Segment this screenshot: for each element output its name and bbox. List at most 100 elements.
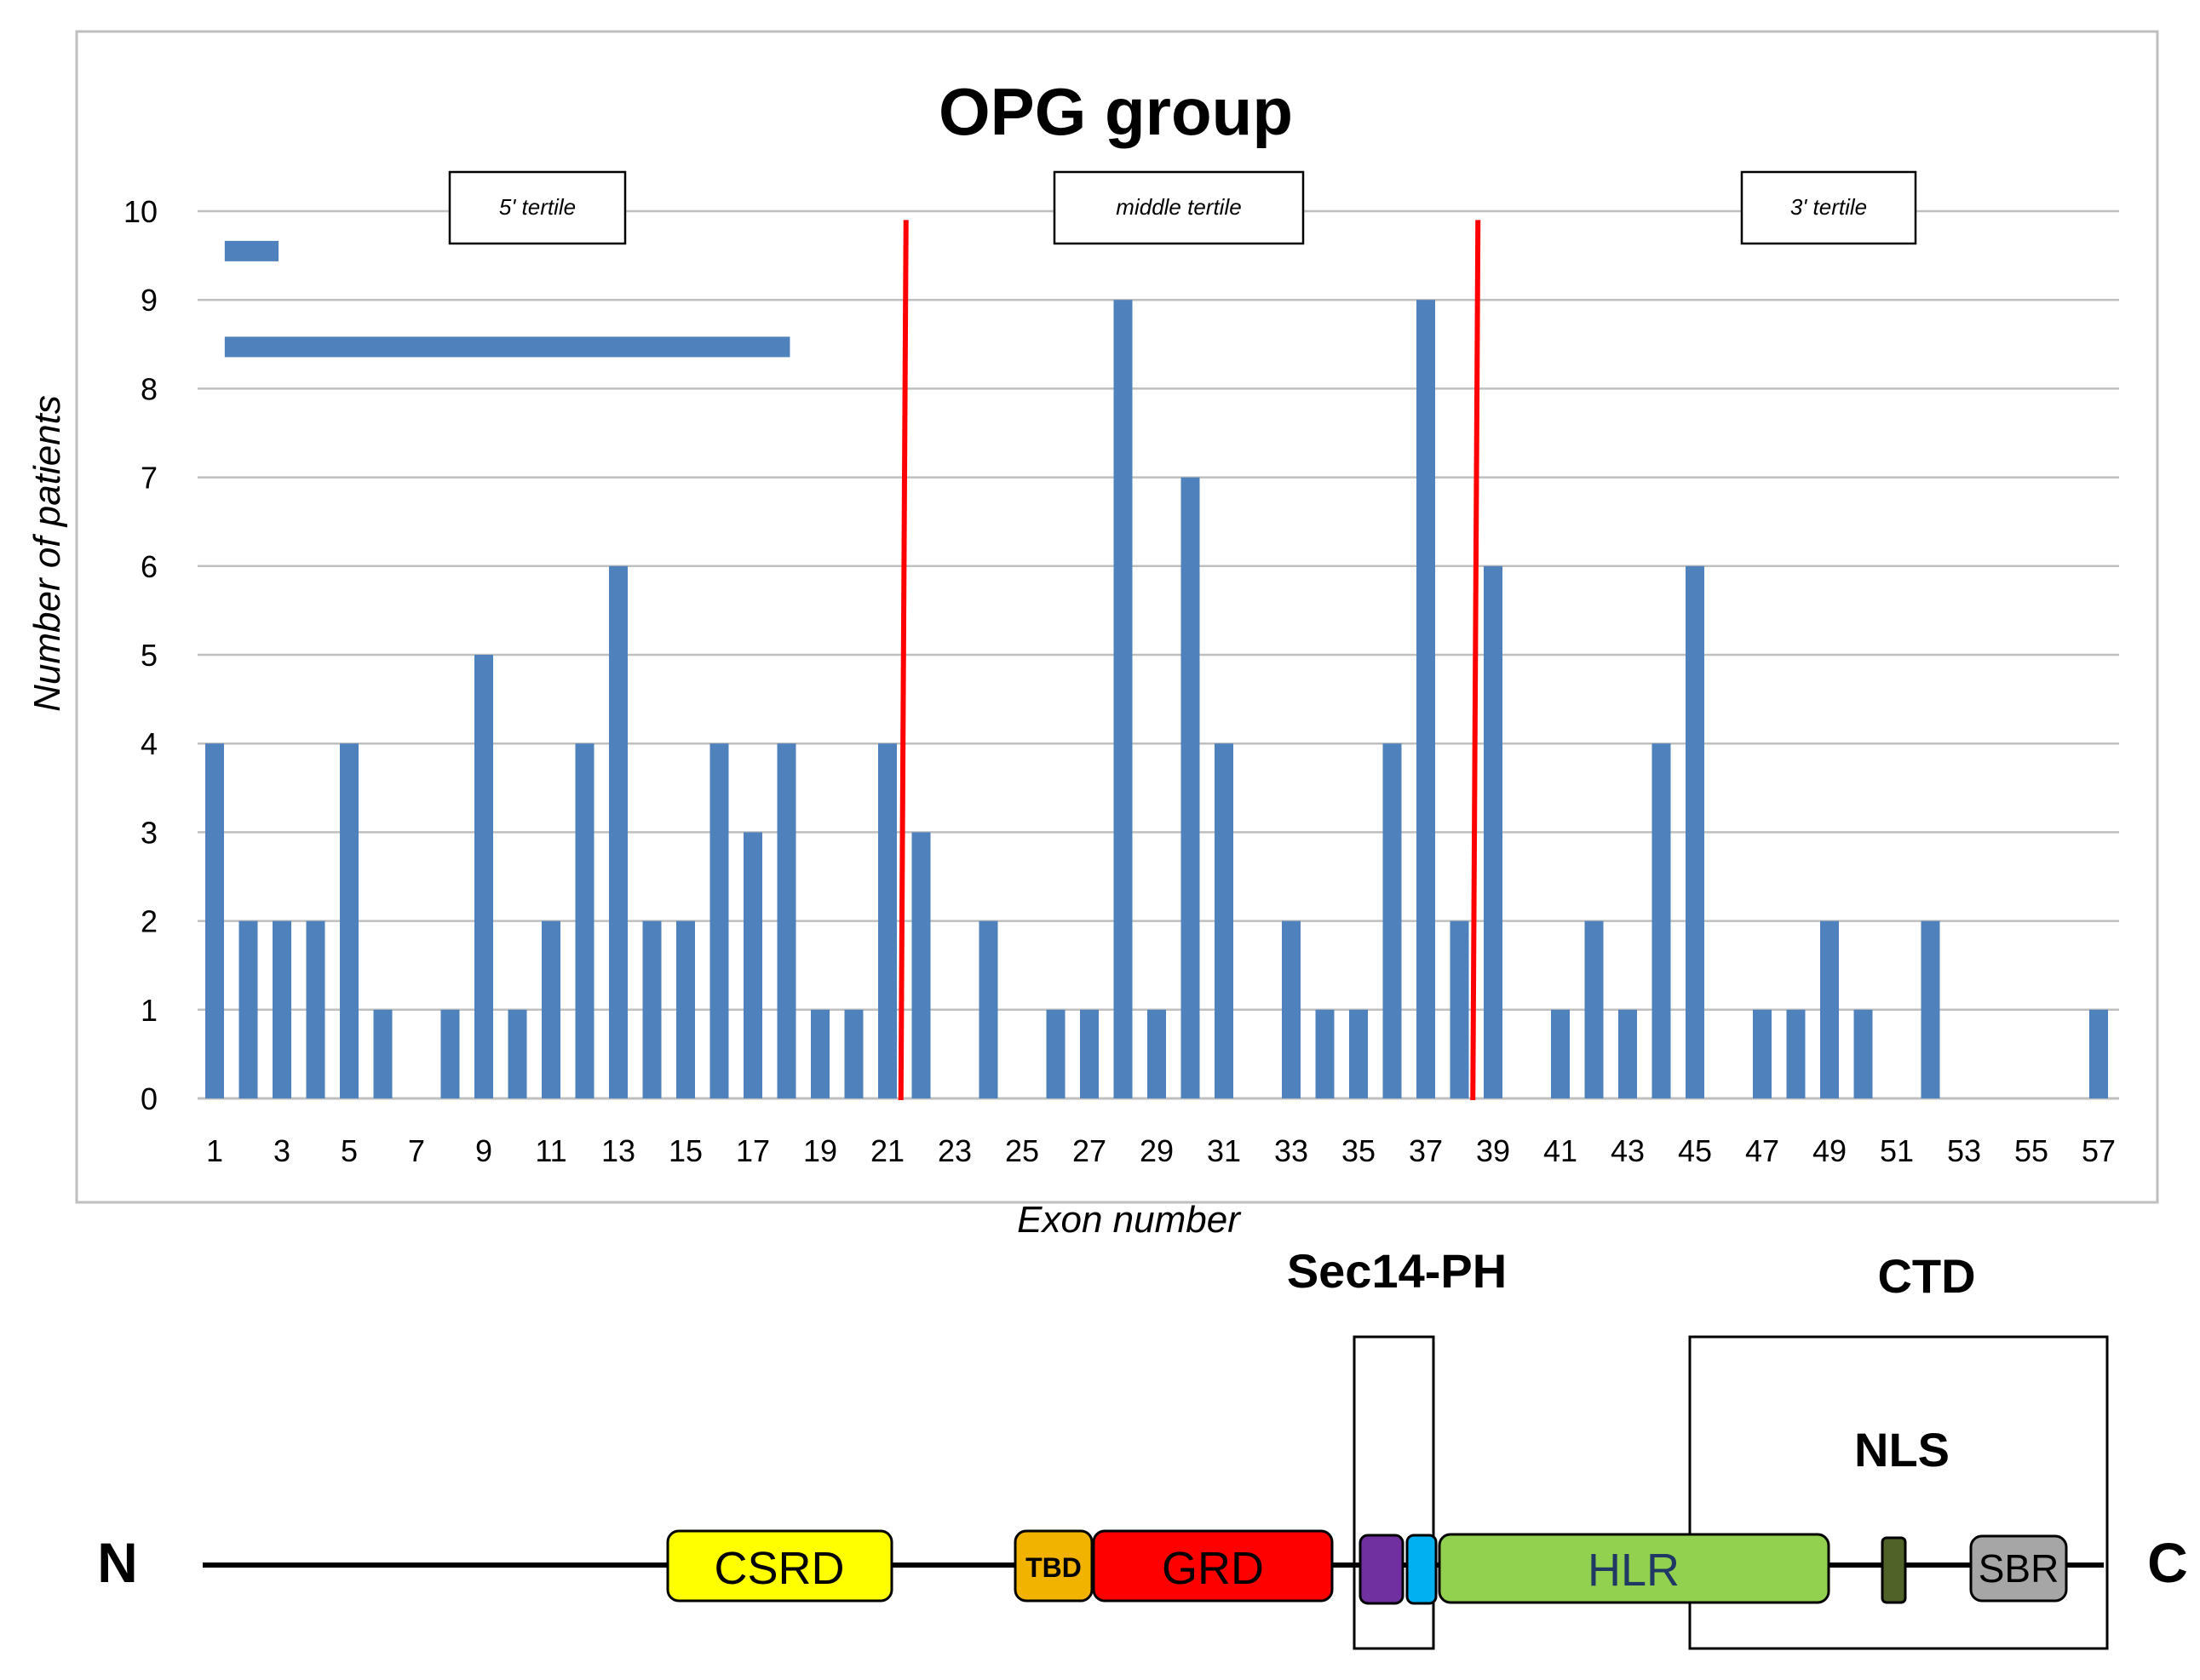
domain-sec14-box xyxy=(1358,1534,1404,1605)
y-tick-label-3: 3 xyxy=(141,815,158,850)
bar-exon-16 xyxy=(709,743,729,1098)
domain-nls xyxy=(1881,1536,1907,1604)
domain-sec14 xyxy=(1358,1534,1404,1605)
x-tick-label-23: 23 xyxy=(938,1133,972,1168)
domain-sbr: SBR xyxy=(1969,1534,2068,1603)
range-bar-2 xyxy=(224,336,790,358)
bar-exon-29 xyxy=(1147,1009,1166,1098)
domain-grd: GRD xyxy=(1092,1529,1334,1603)
x-tick-label-29: 29 xyxy=(1140,1133,1174,1168)
bar-exon-17 xyxy=(744,832,762,1098)
x-tick-label-39: 39 xyxy=(1476,1133,1510,1168)
x-tick-label-7: 7 xyxy=(408,1133,425,1168)
x-tick-label-3: 3 xyxy=(273,1133,290,1168)
domain-sbr-label: SBR xyxy=(1979,1546,2059,1591)
x-tick-label-13: 13 xyxy=(601,1133,635,1168)
bar-exon-10 xyxy=(508,1009,527,1098)
x-tick-label-41: 41 xyxy=(1543,1133,1577,1168)
x-tick-label-17: 17 xyxy=(736,1133,770,1168)
x-tick-label-35: 35 xyxy=(1341,1133,1376,1168)
x-tick-labels: 1 3 5 7 9 11 13 15 17 19 21 23 25 27 29 31 33 35 37 39 41 43 4… xyxy=(206,1133,2116,1168)
bar-exon-5 xyxy=(340,743,359,1098)
x-tick-label-55: 55 xyxy=(2014,1133,2048,1168)
ctd-label: CTD xyxy=(1877,1249,1975,1303)
bar-exon-3 xyxy=(273,920,291,1098)
domain-tbd-label: TBD xyxy=(1025,1552,1082,1583)
bar-exon-22 xyxy=(911,832,931,1098)
bar-exon-28 xyxy=(1113,300,1133,1098)
bar-exon-37 xyxy=(1416,300,1435,1098)
x-tick-label-53: 53 xyxy=(1947,1133,1981,1168)
domain-hlr-label: HLR xyxy=(1588,1545,1680,1596)
x-tick-label-25: 25 xyxy=(1005,1133,1039,1168)
bar-exon-11 xyxy=(542,920,560,1098)
domain-hlr: HLR xyxy=(1438,1533,1830,1604)
bar-exon-15 xyxy=(676,920,695,1098)
ctd-box xyxy=(1688,1335,2109,1650)
chart-title: OPG group xyxy=(939,74,1293,149)
x-tick-label-15: 15 xyxy=(669,1133,703,1168)
sec14-ph-box xyxy=(1353,1335,1435,1650)
bar-exon-4 xyxy=(306,920,325,1098)
bar-exon-41 xyxy=(1551,1009,1570,1098)
tertile-text-5prime: 5' tertile xyxy=(499,194,576,220)
nls-label: NLS xyxy=(1854,1423,1950,1476)
domain-ph-box xyxy=(1405,1534,1438,1605)
x-tick-label-37: 37 xyxy=(1409,1133,1443,1168)
bar-exon-50 xyxy=(1853,1009,1873,1098)
tertile-label-middle: middle tertile xyxy=(1053,170,1305,245)
y-tick-label-0: 0 xyxy=(141,1081,158,1116)
y-tick-label-7: 7 xyxy=(141,461,158,496)
bar-exon-14 xyxy=(642,920,662,1098)
x-tick-label-49: 49 xyxy=(1812,1133,1847,1168)
y-tick-label-1: 1 xyxy=(141,993,158,1028)
x-axis-label: Exon number xyxy=(1017,1199,1242,1241)
bar-exon-36 xyxy=(1382,743,1402,1098)
tertile-box-3prime xyxy=(1740,170,1917,245)
bar-exon-48 xyxy=(1786,1009,1806,1098)
x-tick-label-33: 33 xyxy=(1274,1133,1308,1168)
bar-exon-9 xyxy=(474,655,493,1098)
x-tick-label-43: 43 xyxy=(1611,1133,1645,1168)
tertile-boundary-1 xyxy=(898,220,909,1101)
n-terminus-label: N xyxy=(97,1531,138,1594)
x-tick-label-5: 5 xyxy=(341,1133,358,1168)
domain-map: N C Sec14-PH CTD NLS CSRD TBD GRD HLR xyxy=(97,1244,2188,1650)
x-tick-label-31: 31 xyxy=(1207,1133,1241,1168)
tertile-boundaries xyxy=(898,220,1481,1101)
bar-exon-47 xyxy=(1753,1009,1772,1098)
domain-nls-box xyxy=(1881,1536,1907,1604)
bar-exon-49 xyxy=(1820,920,1839,1098)
sec14-ph-label: Sec14-PH xyxy=(1287,1244,1507,1298)
bar-exon-12 xyxy=(575,743,595,1098)
tertile-box-middle xyxy=(1053,170,1305,245)
tertile-label-3prime: 3' tertile xyxy=(1740,170,1917,245)
bar-exon-43 xyxy=(1618,1009,1637,1098)
bar-exon-20 xyxy=(844,1009,864,1098)
bar-exon-1 xyxy=(205,743,224,1098)
c-terminus-label: C xyxy=(2147,1531,2188,1594)
x-tick-label-51: 51 xyxy=(1880,1133,1914,1168)
bar-exon-30 xyxy=(1180,477,1200,1098)
range-bars xyxy=(224,240,790,358)
y-tick-label-9: 9 xyxy=(141,283,158,318)
domain-tbd-box xyxy=(1014,1529,1094,1603)
bar-exon-2 xyxy=(238,920,258,1098)
bar-exon-39 xyxy=(1484,565,1502,1098)
bar-exon-35 xyxy=(1349,1009,1368,1098)
domain-csrd-label: CSRD xyxy=(714,1543,844,1594)
tertile-text-middle: middle tertile xyxy=(1116,194,1241,220)
x-tick-label-47: 47 xyxy=(1745,1133,1779,1168)
x-tick-label-21: 21 xyxy=(870,1133,905,1168)
x-tick-label-11: 11 xyxy=(535,1133,566,1168)
bar-exon-26 xyxy=(1046,1009,1066,1098)
domain-csrd: CSRD xyxy=(666,1529,893,1603)
domain-ph xyxy=(1405,1534,1438,1605)
y-tick-label-4: 4 xyxy=(141,726,158,761)
bar-exon-38 xyxy=(1450,920,1469,1098)
tertile-label-5prime: 5' tertile xyxy=(448,170,627,245)
domain-grd-label: GRD xyxy=(1162,1543,1264,1594)
domain-grd-box xyxy=(1092,1529,1334,1603)
bar-exon-8 xyxy=(440,1009,460,1098)
